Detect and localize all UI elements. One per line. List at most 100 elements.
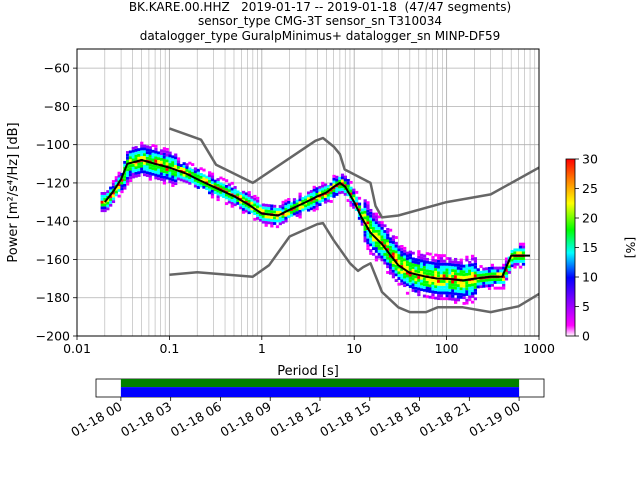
density-cell [439,259,444,263]
density-cell [154,159,158,163]
density-cell [476,282,480,286]
y-tick-label: −120 [36,175,70,190]
density-cell [321,190,325,194]
density-cell [284,219,288,223]
density-cell [185,163,189,167]
colorbar-tick-label: 25 [582,181,598,196]
density-cell [106,201,110,205]
density-cell [422,294,427,298]
density-cell [456,269,461,273]
density-cell [230,204,234,208]
density-cell [479,282,483,286]
density-cell [369,249,373,253]
density-cell [408,282,412,286]
density-cell [312,205,316,209]
density-cell [340,190,345,194]
density-cell [428,284,432,288]
figure-title-line-2: sensor_type CMG-3T sensor_sn T310034 [197,14,443,28]
density-cell [261,206,265,210]
density-cell [411,289,415,292]
coverage-bar-blue [120,387,520,397]
density-cell [126,179,130,183]
density-cell [142,147,147,151]
density-cell [179,172,183,176]
density-cell [462,296,466,300]
density-cell [326,199,331,203]
density-cell [519,259,523,263]
density-cell [442,262,446,266]
density-cell [142,170,147,174]
density-cell [448,288,452,292]
density-cell [434,267,438,271]
density-cell [459,295,463,299]
density-cell [256,216,260,220]
density-cell [343,181,347,185]
density-cell [445,288,449,292]
density-cell [131,166,135,170]
density-cell [210,195,215,199]
density-cell [128,167,133,171]
density-cell [318,203,322,207]
density-cell [250,201,254,205]
density-cell [366,201,370,205]
density-cell [151,149,155,153]
density-cell [374,247,379,250]
density-cell [459,293,463,296]
density-cell [448,263,452,266]
density-cell [103,203,107,207]
density-cell [431,258,435,262]
density-cell [168,151,172,155]
y-axis-label: Power [m²/s⁴/Hz] [dB] [6,122,21,262]
density-cell [394,279,398,283]
density-cell [111,182,116,186]
density-cell [256,205,260,209]
density-cell [247,194,251,197]
density-cell [465,270,469,273]
density-cell [168,163,172,166]
density-cell [292,198,297,202]
density-cell [140,150,144,154]
density-cell [411,283,415,287]
density-cell [442,265,446,269]
density-cell [159,175,164,179]
density-cell [377,229,381,233]
density-cell [442,274,446,278]
density-cell [470,254,475,258]
density-cell [162,152,167,156]
density-cell [227,189,232,193]
density-cell [338,185,342,189]
density-cell [394,247,398,251]
density-cell [437,262,441,266]
density-cell [275,225,280,229]
density-cell [397,259,401,263]
density-cell [309,190,314,193]
density-cell [346,184,350,188]
density-cell [439,285,444,289]
density-cell [338,176,342,180]
density-cell [264,209,268,213]
density-cell [372,232,376,236]
density-cell [159,155,164,158]
density-cell [267,204,271,208]
density-cell [439,254,444,258]
density-cell [434,253,438,257]
density-cell [459,284,463,288]
density-cell [414,258,418,262]
x-tick-label: 1 [258,341,266,356]
density-cell [422,288,427,292]
density-cell [273,216,277,220]
density-cell [496,278,500,281]
density-cell [451,280,455,284]
density-cell [425,266,429,270]
density-cell [151,158,155,162]
timeline-tick-label: 01-18 00 [68,399,124,440]
density-cell [145,156,150,160]
density-cell [448,274,452,278]
density-cell [363,202,367,206]
colorbar-tick-label: 30 [582,152,598,167]
density-cell [355,199,359,203]
density-cell [253,194,257,198]
density-cell [309,192,314,196]
density-cell [417,250,421,254]
density-cell [454,280,458,284]
